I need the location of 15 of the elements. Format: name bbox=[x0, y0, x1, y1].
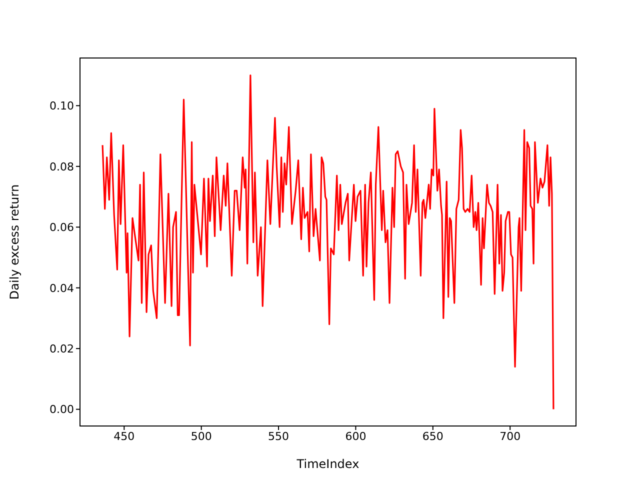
x-tick-label: 700 bbox=[500, 430, 521, 443]
y-tick-label: 0.08 bbox=[50, 160, 74, 174]
x-tick-label: 600 bbox=[345, 430, 366, 443]
y-tick-label: 0.04 bbox=[50, 282, 74, 295]
line-series bbox=[102, 74, 554, 410]
y-tick-label: 0.06 bbox=[50, 221, 74, 234]
y-tick-label: 0.10 bbox=[50, 100, 74, 113]
y-axis-title: Daily excess return bbox=[7, 184, 22, 300]
x-axis-title: TimeIndex bbox=[296, 457, 360, 471]
x-tick-label: 500 bbox=[190, 430, 212, 443]
x-tick-label: 450 bbox=[114, 430, 135, 443]
y-tick-label: 0.00 bbox=[50, 403, 74, 416]
x-tick-label: 550 bbox=[268, 430, 290, 443]
y-tick-label: 0.02 bbox=[50, 342, 74, 356]
x-tick-label: 650 bbox=[422, 430, 444, 443]
